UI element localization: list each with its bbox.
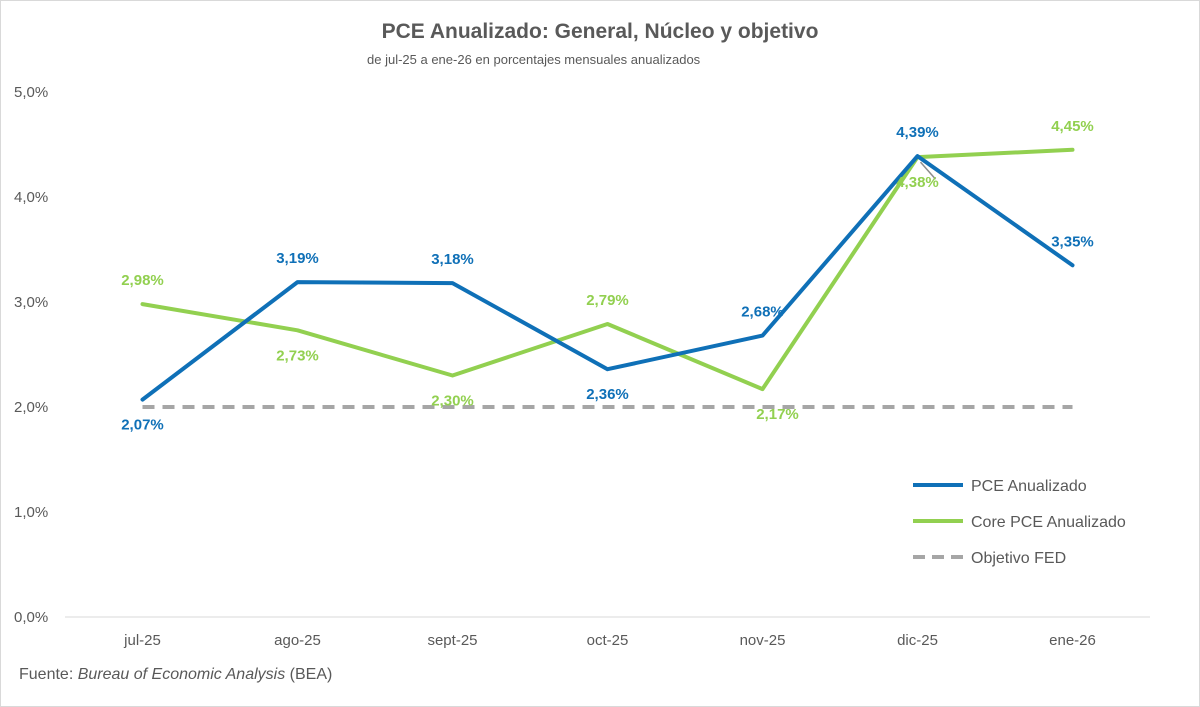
chart-subtitle: de jul-25 a ene-26 en porcentajes mensua…: [367, 52, 701, 67]
data-label-core: 2,73%: [276, 347, 319, 364]
data-label-pce: 2,07%: [121, 417, 164, 434]
y-tick-label: 2,0%: [14, 399, 48, 416]
source-prefix: Fuente:: [19, 666, 78, 683]
label-leader-line: [919, 161, 937, 180]
x-tick-label: ago-25: [274, 632, 321, 649]
legend-label-target: Objetivo FED: [971, 550, 1066, 567]
x-tick-label: dic-25: [897, 632, 938, 649]
legend-label-pce: PCE Anualizado: [971, 478, 1087, 495]
x-tick-label: jul-25: [123, 632, 161, 649]
data-label-pce: 3,35%: [1051, 233, 1094, 250]
x-tick-label: oct-25: [587, 632, 629, 649]
chart-title: PCE Anualizado: General, Núcleo y objeti…: [381, 20, 819, 43]
y-tick-label: 3,0%: [14, 294, 48, 311]
data-label-core: 2,17%: [756, 406, 799, 423]
series-line-pce: [140, 154, 1075, 402]
x-tick-label: sept-25: [427, 632, 477, 649]
data-label-pce: 2,68%: [741, 304, 784, 321]
legend-label-core: Core PCE Anualizado: [971, 514, 1126, 531]
data-label-core: 4,45%: [1051, 118, 1094, 135]
source-name: Bureau of Economic Analysis: [77, 666, 286, 683]
source-suffix: (BEA): [285, 666, 333, 683]
y-tick-label: 1,0%: [14, 504, 48, 521]
data-label-pce: 2,36%: [586, 386, 629, 403]
source-note: Fuente: Bureau of Economic Analysis (BEA…: [19, 666, 332, 684]
data-label-pce: 4,39%: [896, 124, 939, 141]
x-tick-label: nov-25: [740, 632, 786, 649]
y-tick-label: 4,0%: [14, 189, 48, 206]
data-label-pce: 3,19%: [276, 250, 319, 267]
data-label-core: 4,38%: [896, 174, 939, 191]
data-label-core: 2,79%: [586, 292, 629, 309]
data-label-core: 2,30%: [431, 393, 474, 410]
y-tick-label: 5,0%: [14, 84, 48, 101]
x-tick-label: ene-26: [1049, 632, 1096, 649]
data-label-pce: 3,18%: [431, 251, 474, 268]
data-label-core: 2,98%: [121, 272, 164, 289]
y-tick-label: 0,0%: [14, 609, 48, 626]
